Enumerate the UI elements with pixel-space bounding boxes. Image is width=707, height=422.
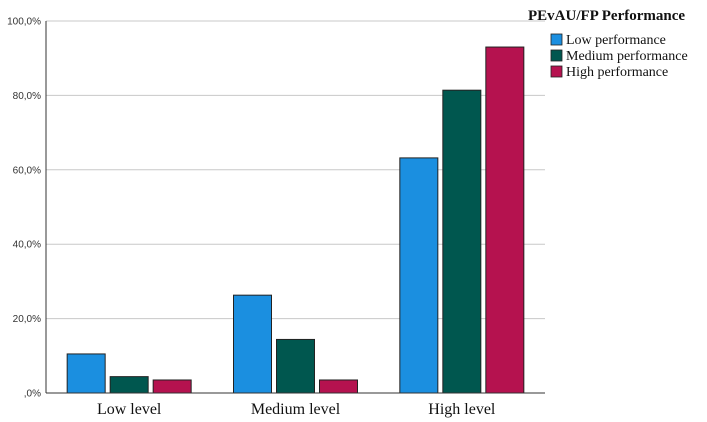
- y-axis-tick-labels: ,0% 20,0% 40,0% 60,0% 80,0% 100,0%: [7, 17, 41, 400]
- y-tick-label: 40,0%: [13, 240, 41, 251]
- bar-high-performance-medium-level: [319, 379, 358, 394]
- bars: [66, 46, 525, 394]
- legend-label: Medium performance: [566, 49, 688, 64]
- axes: [45, 21, 545, 394]
- legend-swatch: [550, 33, 563, 46]
- bar-low-performance-high-level: [399, 157, 439, 394]
- y-tick-label: 20,0%: [13, 314, 41, 325]
- bar-medium-performance-medium-level: [276, 338, 315, 394]
- legend-swatch: [550, 65, 563, 78]
- x-category-label: Low level: [97, 401, 162, 418]
- bar-low-performance-low-level: [66, 353, 106, 394]
- x-category-label: Medium level: [251, 401, 341, 418]
- bar-low-performance-medium-level: [233, 294, 272, 394]
- y-tick-label: 60,0%: [13, 165, 41, 176]
- legend-swatch: [550, 49, 563, 62]
- x-axis-category-labels: Low level Medium level High level: [97, 401, 496, 418]
- x-category-label: High level: [428, 401, 496, 418]
- bar-high-performance-low-level: [152, 379, 192, 394]
- legend-label: High performance: [566, 65, 668, 80]
- bar-medium-performance-low-level: [109, 376, 149, 394]
- legend-title: PEvAU/FP Performance: [528, 8, 685, 24]
- y-tick-label: ,0%: [24, 389, 41, 400]
- y-tick-label: 80,0%: [13, 91, 41, 102]
- bar-high-performance-high-level: [485, 46, 525, 394]
- y-tick-label: 100,0%: [7, 17, 41, 28]
- legend: PEvAU/FP Performance Low performanceMedi…: [528, 8, 688, 80]
- legend-label: Low performance: [566, 33, 666, 48]
- bar-medium-performance-high-level: [442, 89, 482, 394]
